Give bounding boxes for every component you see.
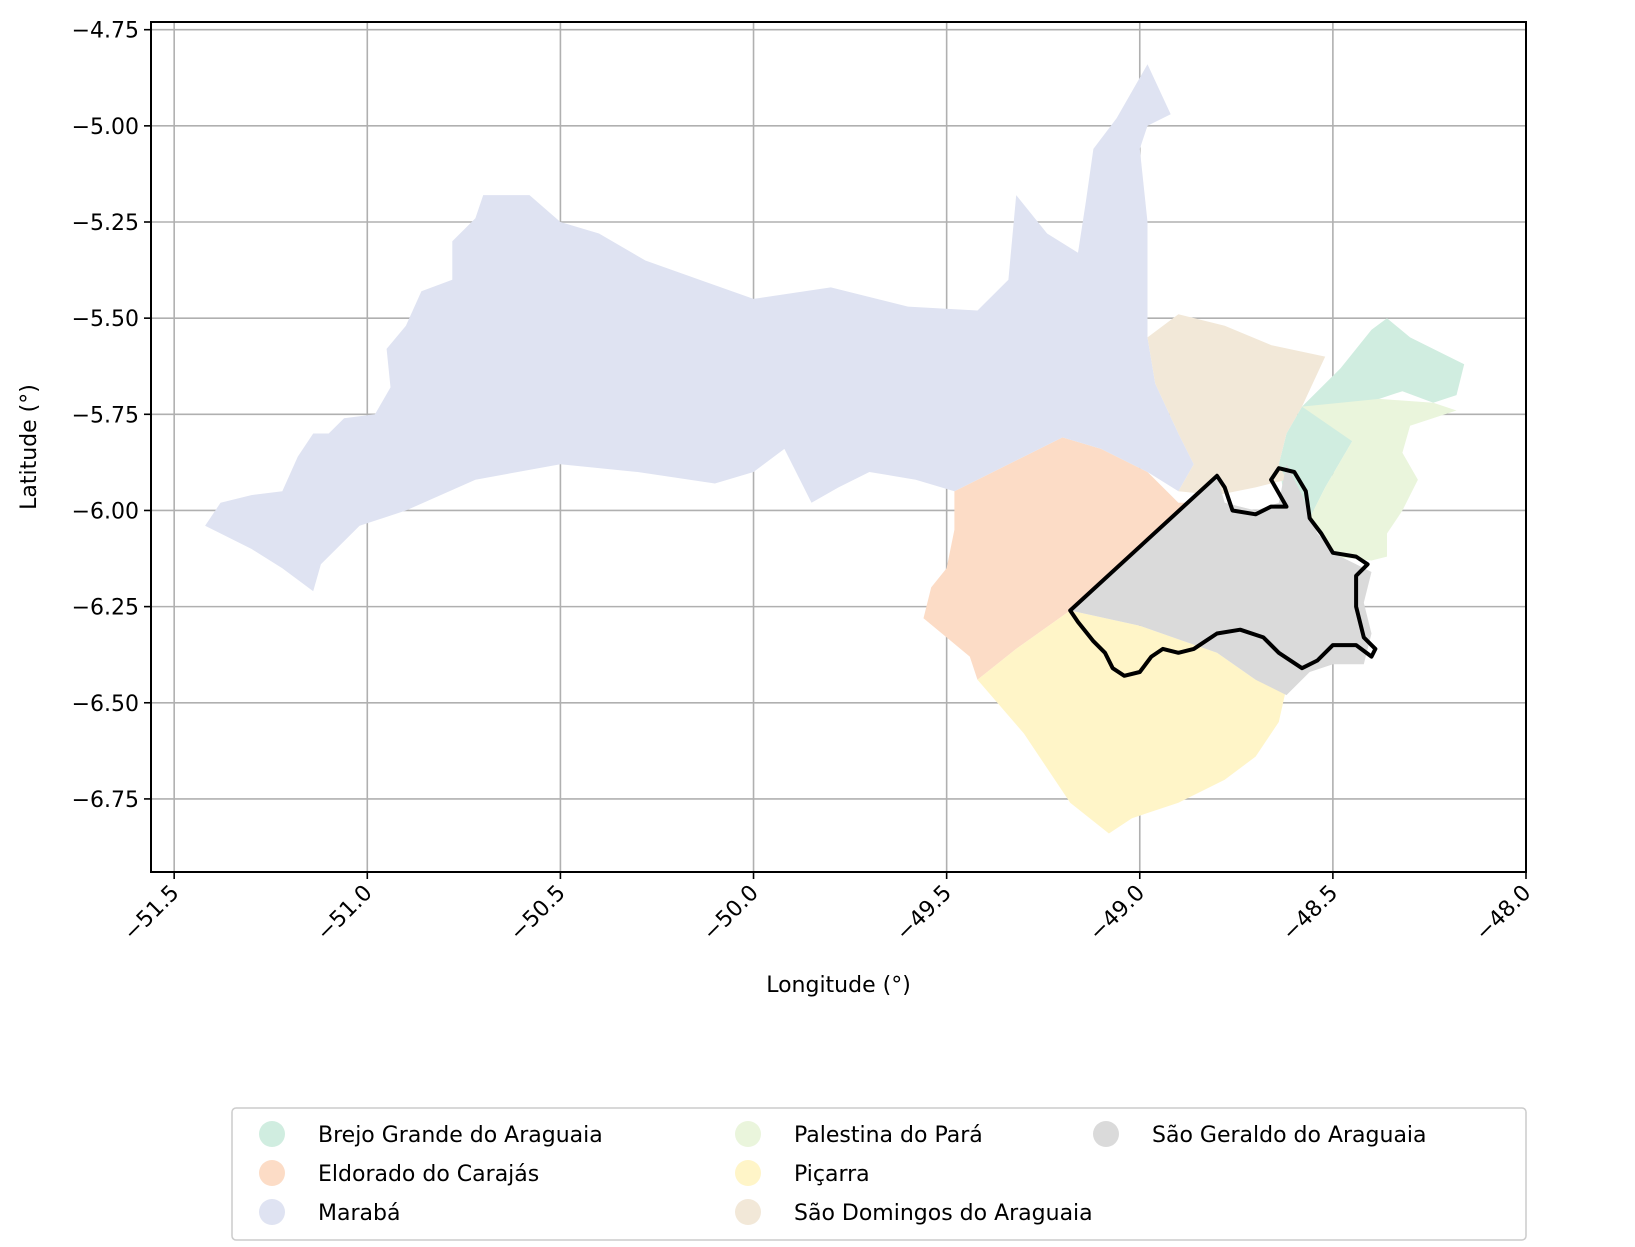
x-tick-label: −49.0 [1085, 881, 1150, 946]
region-marab- [205, 64, 1194, 592]
y-axis-ticks: −4.75 −5.00 −5.25 −5.50 −5.75 −6.00 −6.25 −6.50… [72, 19, 151, 813]
x-tick-label: −48.5 [1278, 881, 1343, 946]
legend-marker [259, 1199, 285, 1225]
x-axis-label: Longitude (°) [766, 973, 911, 998]
y-tick-label: −5.00 [72, 115, 139, 140]
y-tick-label: −6.00 [72, 499, 139, 524]
highlight-outline [1068, 466, 1378, 678]
region-s-o-domingos-do-araguaia [1147, 314, 1326, 496]
legend-marker [735, 1199, 761, 1225]
legend-marker [735, 1121, 761, 1147]
y-tick-label: −6.75 [72, 788, 139, 813]
legend-label: São Domingos do Araguaia [794, 1201, 1093, 1226]
regions [205, 64, 1465, 834]
axes-frame [150, 21, 1527, 873]
legend-label: São Geraldo do Araguaia [1152, 1123, 1427, 1148]
x-axis-ticks: −51.5 −51.0 −50.5 −50.0 −49.5 −49.0 −48.5 −48.0 [119, 872, 1536, 946]
x-tick-label: −50.5 [505, 881, 570, 946]
y-tick-label: −5.25 [72, 211, 139, 236]
region-palestina-do-par- [1302, 398, 1457, 561]
legend-label: Piçarra [794, 1162, 870, 1187]
legend-marker [1093, 1121, 1119, 1147]
legend-label: Palestina do Pará [794, 1123, 983, 1148]
legend-label: Eldorado do Carajás [318, 1162, 539, 1187]
region-eldorado-do-caraj-s [923, 437, 1210, 680]
x-tick-label: −51.5 [119, 881, 184, 946]
x-tick-label: −51.0 [312, 881, 377, 946]
legend-marker [259, 1160, 285, 1186]
region-brejo-grande-do-araguaia [1278, 318, 1465, 519]
y-axis-label: Latitude (°) [17, 384, 42, 510]
legend-label: Brejo Grande do Araguaia [318, 1123, 603, 1148]
y-tick-label: −5.75 [72, 403, 139, 428]
y-tick-label: −4.75 [72, 19, 139, 44]
y-tick-label: −6.25 [72, 596, 139, 621]
x-tick-label: −50.0 [698, 881, 763, 946]
legend-box [231, 1107, 1527, 1241]
legend-marker [735, 1160, 761, 1186]
legend-marker [259, 1121, 285, 1147]
x-tick-label: −49.5 [892, 881, 957, 946]
highlight-boundary [1068, 466, 1378, 678]
region-pi-arra [977, 610, 1287, 834]
legend-label: Marabá [318, 1201, 400, 1226]
legend: Brejo Grande do Araguaia Eldorado do Cara… [231, 1107, 1527, 1241]
region-s-o-geraldo-do-araguaia [1070, 464, 1372, 696]
y-tick-label: −5.50 [72, 307, 139, 332]
y-tick-label: −6.50 [72, 692, 139, 717]
x-tick-label: −48.0 [1471, 881, 1536, 946]
